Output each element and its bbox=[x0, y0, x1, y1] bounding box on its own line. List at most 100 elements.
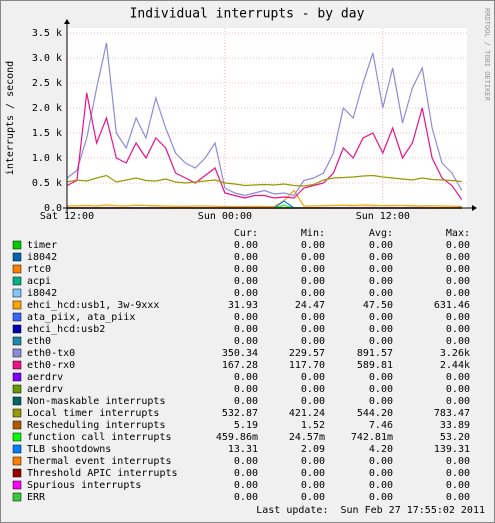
legend-stat: 459.86m bbox=[216, 432, 258, 443]
legend-swatch bbox=[12, 336, 22, 346]
legend-stat: 0.00 bbox=[234, 276, 258, 287]
legend-stat: 0.00 bbox=[369, 288, 393, 299]
legend-stat: 0.00 bbox=[446, 336, 470, 347]
legend-stat: 0.00 bbox=[369, 324, 393, 335]
legend-stat: 0.00 bbox=[369, 240, 393, 251]
legend-name: i8042 bbox=[27, 252, 57, 263]
legend-stat: 544.20 bbox=[357, 408, 393, 419]
x-axis-arrow bbox=[472, 205, 477, 211]
legend-name: Spurious interrupts bbox=[27, 480, 141, 491]
legend-name: aerdrv bbox=[27, 372, 63, 383]
legend-name: Rescheduling interrupts bbox=[27, 420, 165, 431]
y-tick-label: 0.0 bbox=[44, 203, 62, 214]
legend-name: Local timer interrupts bbox=[27, 408, 159, 419]
legend-stat: 13.31 bbox=[228, 444, 258, 455]
legend-stat: 117.70 bbox=[289, 360, 325, 371]
y-tick-label: 1.0 k bbox=[32, 153, 62, 164]
y-axis-label: interrupts / second bbox=[5, 61, 16, 175]
legend-stat: 742.81m bbox=[351, 432, 393, 443]
legend-name: Threshold APIC interrupts bbox=[27, 468, 178, 479]
legend-stat: 0.00 bbox=[234, 492, 258, 503]
legend-swatch bbox=[12, 384, 22, 394]
legend-stat: 0.00 bbox=[369, 336, 393, 347]
legend-stat: 167.28 bbox=[222, 360, 258, 371]
y-tick-label: 2.5 k bbox=[32, 78, 62, 89]
legend-stat: 0.00 bbox=[234, 480, 258, 491]
legend-stat: 0.00 bbox=[446, 468, 470, 479]
legend-stat: 0.00 bbox=[301, 240, 325, 251]
legend-stat: 33.89 bbox=[440, 420, 470, 431]
series-line bbox=[66, 42, 463, 197]
legend-swatch bbox=[12, 324, 22, 334]
legend-swatch bbox=[12, 360, 22, 370]
legend-stat: 0.00 bbox=[301, 372, 325, 383]
y-tick-label: 3.0 k bbox=[32, 53, 62, 64]
legend-stat: 0.00 bbox=[369, 276, 393, 287]
legend-stat: 783.47 bbox=[434, 408, 470, 419]
legend-swatch bbox=[12, 348, 22, 358]
legend-name: ehci_hcd:usb2 bbox=[27, 324, 105, 335]
x-tick-label: Sat 12:00 bbox=[40, 211, 94, 222]
legend: Cur: Min: Avg: Max:timer 0.00 0.00 0.00 0.00i80… bbox=[12, 228, 470, 503]
series-line bbox=[66, 174, 462, 187]
legend-stat: 0.00 bbox=[234, 336, 258, 347]
legend-stat: 0.00 bbox=[446, 456, 470, 467]
legend-stat: 0.00 bbox=[234, 396, 258, 407]
legend-stat: 0.00 bbox=[301, 276, 325, 287]
x-tick-label: Sun 12:00 bbox=[356, 211, 410, 222]
legend-stat: 1.52 bbox=[301, 420, 325, 431]
series-line bbox=[66, 92, 463, 200]
legend-stat: 421.24 bbox=[289, 408, 325, 419]
legend-stat: 0.00 bbox=[301, 468, 325, 479]
legend-stat: 0.00 bbox=[234, 468, 258, 479]
legend-swatch bbox=[12, 408, 22, 418]
legend-stat: 0.00 bbox=[446, 264, 470, 275]
legend-swatch bbox=[12, 468, 22, 478]
legend-stat: 0.00 bbox=[369, 396, 393, 407]
legend-swatch bbox=[12, 252, 22, 262]
legend-stat: 0.00 bbox=[446, 324, 470, 335]
legend-name: Thermal event interrupts bbox=[27, 456, 172, 467]
legend-stat: 0.00 bbox=[301, 456, 325, 467]
legend-stat: 0.00 bbox=[446, 312, 470, 323]
legend-stat: 139.31 bbox=[434, 444, 470, 455]
legend-stat: 631.46 bbox=[434, 300, 470, 311]
legend-stat: 0.00 bbox=[301, 312, 325, 323]
legend-swatch bbox=[12, 444, 22, 454]
legend-stat: 0.00 bbox=[446, 276, 470, 287]
legend-name: i8042 bbox=[27, 288, 57, 299]
legend-stat: 589.81 bbox=[357, 360, 393, 371]
legend-stat: 0.00 bbox=[301, 336, 325, 347]
legend-stat: 891.57 bbox=[357, 348, 393, 359]
watermark: RRDTOOL / TOBI OETIKER bbox=[483, 8, 491, 102]
y-tick-label: 0.5 k bbox=[32, 178, 62, 189]
legend-stat: 0.00 bbox=[301, 252, 325, 263]
legend-swatch bbox=[12, 300, 22, 310]
legend-column-header: Avg: bbox=[369, 228, 393, 239]
legend-stat: 47.50 bbox=[363, 300, 393, 311]
x-tick-label: Sun 00:00 bbox=[198, 211, 252, 222]
legend-swatch bbox=[12, 312, 22, 322]
axes-layer bbox=[63, 19, 477, 212]
legend-name: eth0-rx0 bbox=[27, 360, 75, 371]
legend-stat: 0.00 bbox=[446, 240, 470, 251]
legend-stat: 53.20 bbox=[440, 432, 470, 443]
legend-stat: 0.00 bbox=[446, 396, 470, 407]
legend-swatch bbox=[12, 480, 22, 490]
y-tick-label: 2.0 k bbox=[32, 103, 62, 114]
legend-swatch bbox=[12, 420, 22, 430]
legend-stat: 7.46 bbox=[369, 420, 393, 431]
legend-name: eth0 bbox=[27, 336, 51, 347]
y-tick-label: 3.5 k bbox=[32, 28, 62, 39]
chart-title: Individual interrupts - by day bbox=[130, 7, 365, 22]
legend-swatch bbox=[12, 276, 22, 286]
legend-stat: 0.00 bbox=[301, 396, 325, 407]
last-update: Last update: Sun Feb 27 17:55:02 2011 bbox=[256, 505, 485, 516]
legend-name: ERR bbox=[27, 492, 46, 503]
legend-name: acpi bbox=[27, 276, 51, 287]
legend-swatch bbox=[12, 432, 22, 442]
legend-stat: 0.00 bbox=[446, 480, 470, 491]
legend-name: timer bbox=[27, 240, 57, 251]
legend-stat: 350.34 bbox=[222, 348, 258, 359]
